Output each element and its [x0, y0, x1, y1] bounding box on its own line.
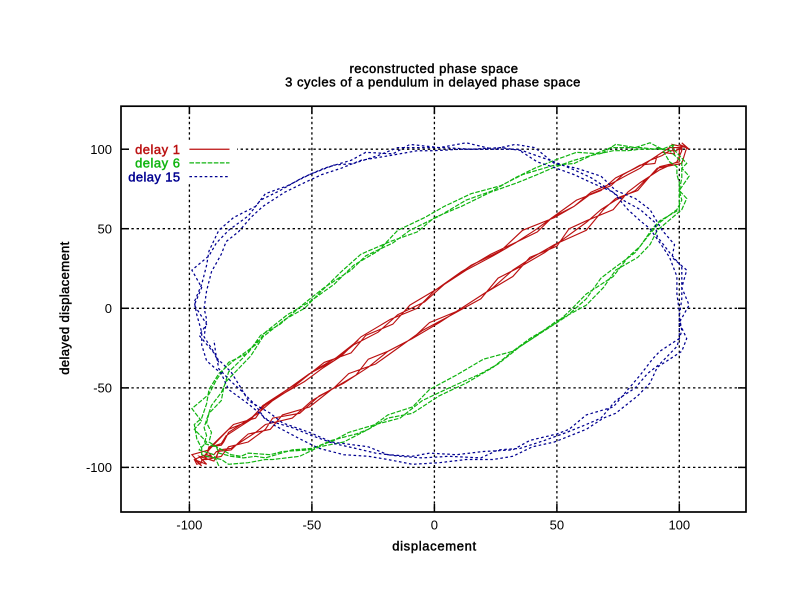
svg-text:0: 0 — [105, 301, 112, 316]
svg-text:-50: -50 — [303, 518, 322, 533]
svg-text:delay 15: delay 15 — [128, 169, 180, 184]
svg-text:-100: -100 — [176, 518, 202, 533]
svg-text:delay 6: delay 6 — [135, 156, 180, 171]
svg-text:100: 100 — [668, 518, 690, 533]
svg-text:delay 1: delay 1 — [135, 142, 180, 157]
svg-text:delayed displacement: delayed displacement — [57, 241, 72, 374]
svg-text:-100: -100 — [86, 460, 112, 475]
svg-text:-50: -50 — [93, 381, 112, 396]
svg-text:50: 50 — [98, 222, 112, 237]
svg-text:displacement: displacement — [392, 539, 477, 554]
svg-text:reconstructed phase space: reconstructed phase space — [349, 61, 518, 76]
svg-text:50: 50 — [550, 518, 564, 533]
svg-text:3 cycles of a pendulum in dela: 3 cycles of a pendulum in delayed phase … — [285, 75, 581, 90]
svg-text:100: 100 — [90, 142, 112, 157]
svg-text:0: 0 — [431, 518, 438, 533]
